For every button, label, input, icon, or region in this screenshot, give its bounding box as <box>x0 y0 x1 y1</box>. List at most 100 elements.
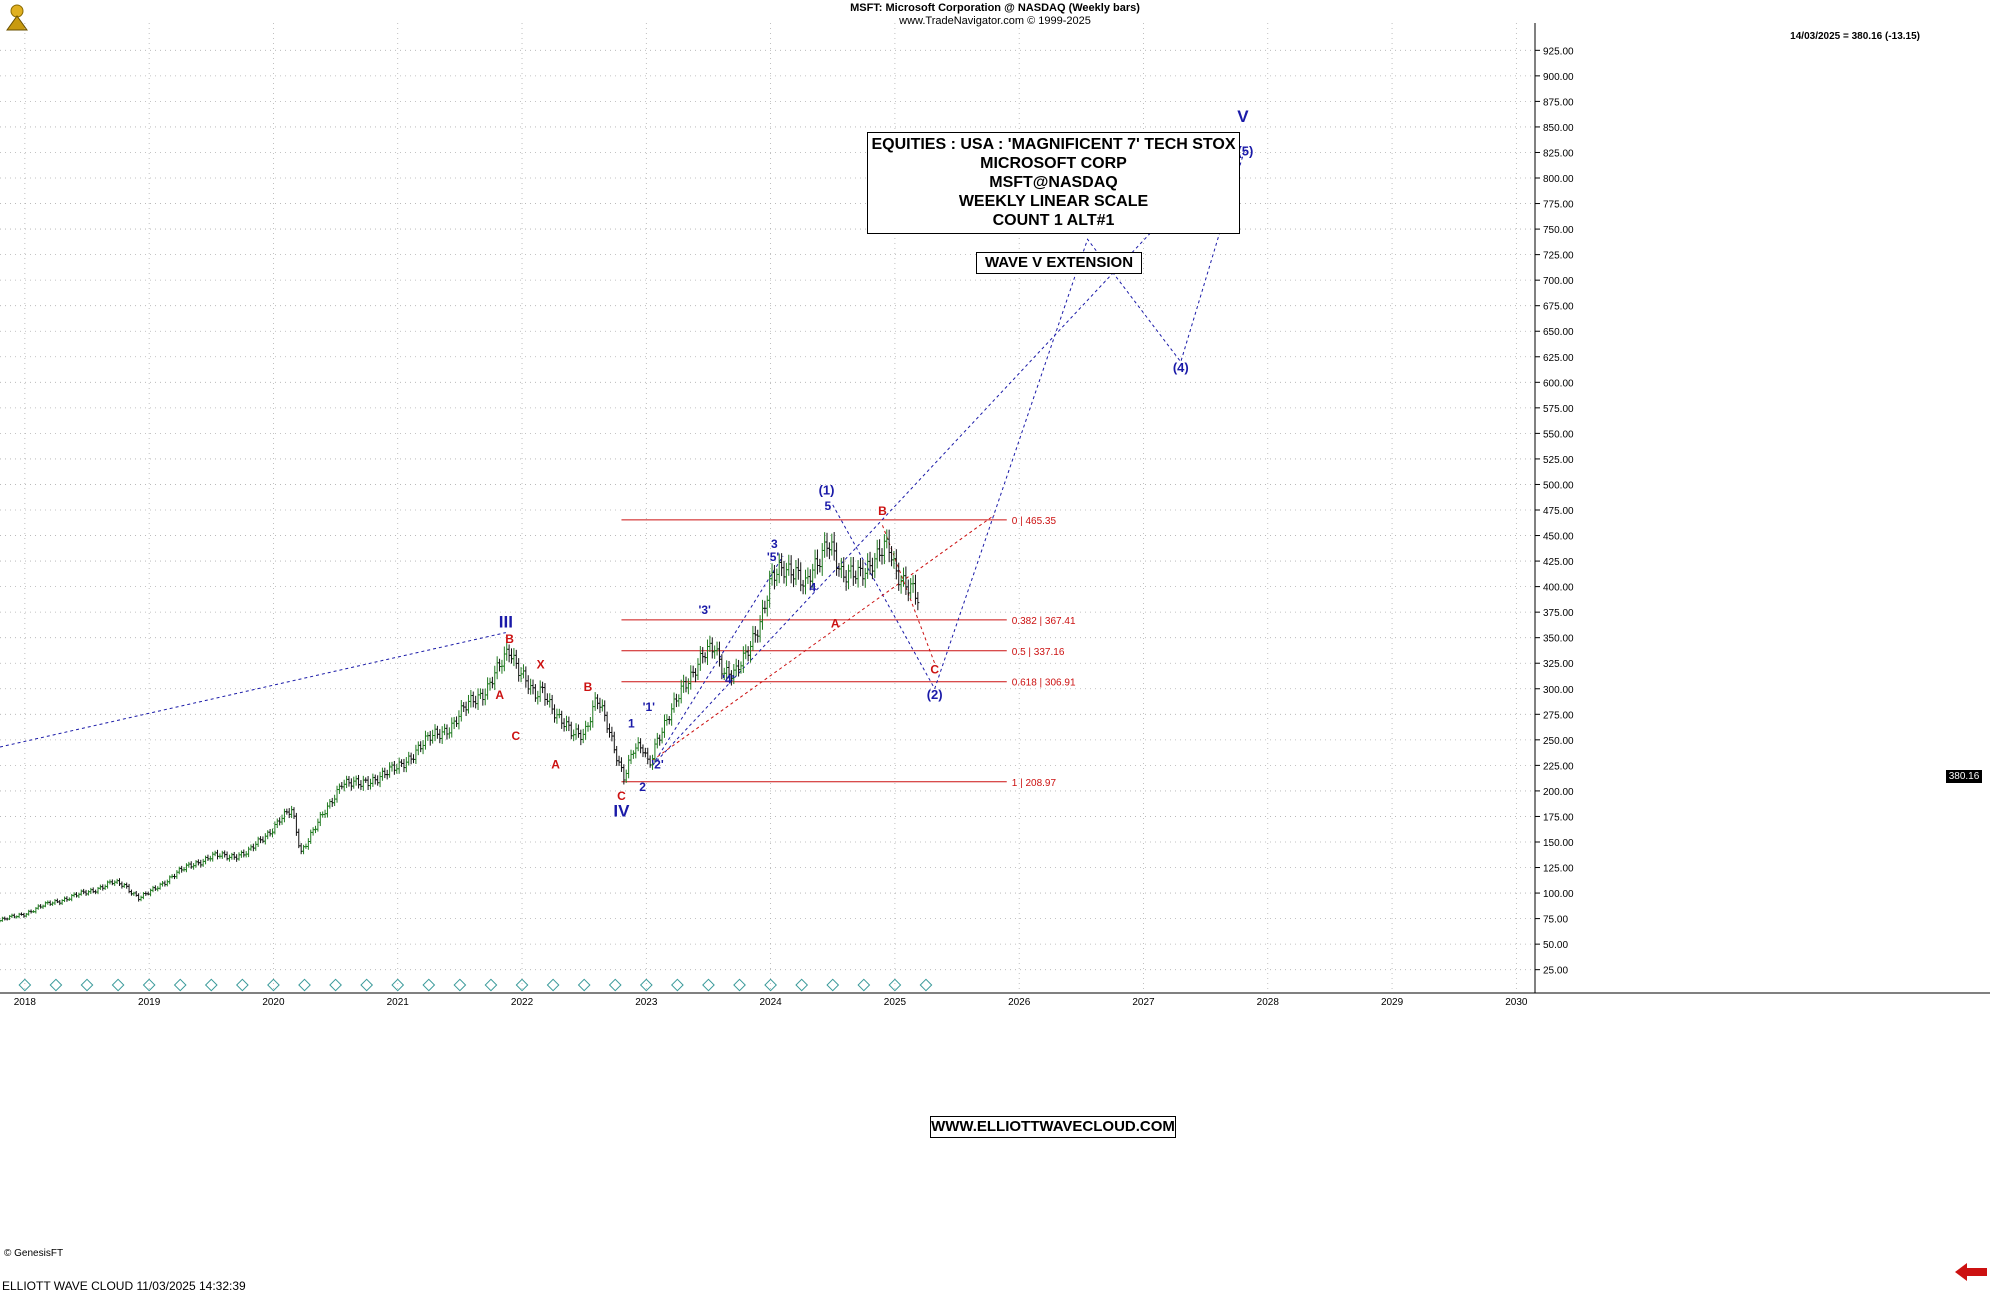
fib-level-label: 0.5 | 337.16 <box>1012 647 1065 658</box>
x-tick-label: 2024 <box>759 997 782 1008</box>
info-line-5: COUNT 1 ALT#1 <box>992 212 1115 229</box>
info-line-3: MSFT@NASDAQ <box>989 174 1118 191</box>
event-marker-icon <box>236 978 249 992</box>
y-tick-label: 400.00 <box>1543 583 1574 594</box>
fib-level-label: 0.382 | 367.41 <box>1012 616 1076 627</box>
event-marker-icon <box>546 978 560 992</box>
y-tick-label: 675.00 <box>1543 302 1574 313</box>
y-tick-label: 725.00 <box>1543 251 1574 262</box>
event-marker-icon <box>888 978 902 992</box>
y-tick-label: 475.00 <box>1543 506 1574 517</box>
projection-path <box>652 514 995 761</box>
last-price-tag: 380.16 <box>1946 770 1982 783</box>
y-tick-label: 575.00 <box>1543 404 1574 415</box>
wave-label: C <box>617 789 626 803</box>
y-tick-label: 450.00 <box>1543 532 1574 543</box>
wave-label: A <box>495 688 504 702</box>
y-tick-label: 325.00 <box>1543 659 1574 670</box>
y-tick-label: 625.00 <box>1543 353 1574 364</box>
x-tick-label: 2030 <box>1505 997 1528 1008</box>
wave-label: B <box>878 504 887 518</box>
event-marker-icon <box>18 978 32 992</box>
wave-label: 4 <box>810 581 817 595</box>
info-line-1: EQUITIES : USA : 'MAGNIFICENT 7' TECH ST… <box>871 136 1236 153</box>
y-tick-label: 225.00 <box>1543 761 1574 772</box>
event-marker-icon <box>608 978 622 992</box>
x-tick-label: 2018 <box>14 997 37 1008</box>
wave-label: B <box>505 632 514 646</box>
wave-label: C <box>930 662 939 676</box>
x-tick-label: 2020 <box>262 997 285 1008</box>
event-marker-icon <box>484 978 498 992</box>
fib-level-label: 0 | 465.35 <box>1012 516 1057 527</box>
event-marker-icon <box>577 978 591 992</box>
fib-level-label: 0.618 | 306.91 <box>1012 678 1076 689</box>
wave-label: III <box>499 612 513 631</box>
y-tick-label: 275.00 <box>1543 710 1574 721</box>
y-tick-label: 250.00 <box>1543 736 1574 747</box>
wave-label: '2' <box>651 757 664 771</box>
y-tick-label: 500.00 <box>1543 480 1574 491</box>
event-marker-icon <box>80 978 94 992</box>
projection-path <box>652 555 784 766</box>
wave-label: IV <box>613 801 630 820</box>
info-box: EQUITIES : USA : 'MAGNIFICENT 7' TECH ST… <box>867 132 1240 234</box>
event-marker-icon <box>702 978 715 992</box>
event-marker-icon <box>422 978 436 992</box>
y-tick-label: 650.00 <box>1543 327 1574 338</box>
fib-level-label: 1 | 208.97 <box>1012 778 1057 789</box>
y-tick-label: 600.00 <box>1543 378 1574 389</box>
scroll-left-arrow-icon[interactable] <box>1955 1263 1987 1286</box>
projection-path <box>0 632 506 748</box>
event-marker-icon <box>764 978 777 992</box>
y-tick-label: 750.00 <box>1543 225 1574 236</box>
info-line-2: MICROSOFT CORP <box>980 155 1127 172</box>
chart-source: www.TradeNavigator.com © 1999-2025 <box>899 15 1091 27</box>
footer-text: ELLIOTT WAVE CLOUD 11/03/2025 14:32:39 <box>2 1279 246 1293</box>
event-marker-icon <box>298 978 311 992</box>
y-tick-label: 850.00 <box>1543 123 1574 134</box>
wave-label: 5 <box>824 499 831 513</box>
event-marker-icon <box>515 978 529 992</box>
website-label: WWW.ELLIOTTWAVECLOUD.COM <box>930 1116 1176 1138</box>
y-tick-label: 200.00 <box>1543 787 1574 798</box>
y-tick-label: 825.00 <box>1543 148 1574 159</box>
x-tick-label: 2019 <box>138 997 161 1008</box>
event-marker-icon <box>204 978 218 992</box>
y-tick-label: 350.00 <box>1543 634 1574 645</box>
wave-label: 1 <box>628 717 635 731</box>
x-tick-label: 2022 <box>511 997 534 1008</box>
event-marker-icon <box>267 978 280 992</box>
event-marker-icon <box>360 978 374 992</box>
event-marker-icon <box>173 978 187 992</box>
y-tick-label: 100.00 <box>1543 889 1574 900</box>
wave-label: '3' <box>699 603 712 617</box>
wave-label: (4) <box>1173 360 1189 375</box>
event-marker-icon <box>329 978 342 992</box>
copyright-text: © GenesisFT <box>4 1248 64 1259</box>
x-tick-label: 2026 <box>1008 997 1031 1008</box>
y-tick-label: 875.00 <box>1543 97 1574 108</box>
projection-path <box>832 504 936 690</box>
logo-icon <box>3 2 31 37</box>
y-tick-label: 775.00 <box>1543 200 1574 211</box>
y-tick-label: 25.00 <box>1543 966 1568 977</box>
event-marker-icon <box>142 978 156 992</box>
y-tick-label: 150.00 <box>1543 838 1574 849</box>
y-tick-label: 175.00 <box>1543 812 1574 823</box>
y-tick-label: 550.00 <box>1543 429 1574 440</box>
x-tick-label: 2029 <box>1381 997 1404 1008</box>
wave-label: A <box>831 616 840 630</box>
y-tick-label: 75.00 <box>1543 915 1568 926</box>
wave-label: 3 <box>771 537 778 551</box>
event-marker-icon <box>391 978 405 992</box>
wave-label: 2 <box>639 780 646 794</box>
projection-path <box>934 147 1246 689</box>
event-marker-icon <box>826 978 840 992</box>
x-tick-label: 2023 <box>635 997 658 1008</box>
event-marker-icon <box>453 978 467 992</box>
wave-label: A <box>551 757 560 771</box>
chart-title: MSFT: Microsoft Corporation @ NASDAQ (We… <box>850 2 1140 14</box>
event-marker-icon <box>795 978 809 992</box>
